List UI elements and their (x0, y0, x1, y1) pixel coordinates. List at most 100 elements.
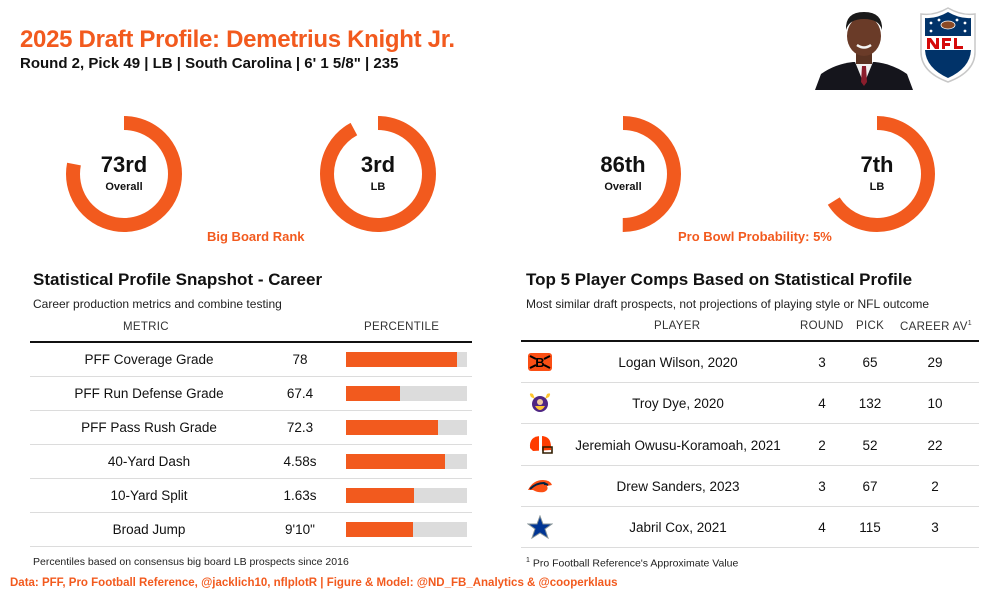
big-board-caption: Big Board Rank (207, 229, 305, 244)
metric-name: PFF Coverage Grade (84, 352, 214, 367)
player-name: Drew Sanders, 2023 (616, 478, 740, 494)
col-header-percentile: PERCENTILE (364, 321, 440, 333)
ring-label: LB (869, 181, 885, 193)
nfl-logo-icon (917, 6, 979, 84)
col-header-pick: PICK (856, 320, 885, 332)
percentile-bar (346, 488, 414, 503)
draft-round: 2 (818, 437, 826, 453)
broncos-logo-icon (527, 474, 553, 498)
metric-row: 40-Yard Dash 4.58s (30, 445, 472, 479)
percentile-bar (346, 386, 401, 401)
col-header-player: PLAYER (654, 320, 701, 332)
big-board-overall-ring: 73rd Overall (64, 114, 184, 234)
pro-bowl-overall-ring: 86th Overall (563, 114, 683, 234)
metric-row: PFF Coverage Grade 78 (30, 343, 472, 377)
draft-pick: 132 (858, 396, 882, 412)
percentile-bar-track (346, 352, 467, 367)
svg-text:B: B (535, 355, 544, 370)
player-name: Jabril Cox, 2021 (629, 520, 727, 536)
metric-name: 40-Yard Dash (107, 454, 191, 469)
vikings-logo-icon (527, 391, 553, 415)
player-headshot (815, 8, 913, 90)
career-av: 2 (931, 478, 939, 494)
comp-row: Jeremiah Owusu-Koramoah, 2021 2 52 22 (521, 425, 979, 466)
col-header-career-av: CAREER AV1 (900, 320, 972, 333)
metric-row: PFF Pass Rush Grade 72.3 (30, 411, 472, 445)
draft-round: 4 (818, 520, 826, 536)
ring-gauge (565, 116, 681, 232)
col-header-metric: METRIC (123, 321, 169, 333)
header-rule (30, 341, 472, 343)
big-board-position-ring: 3rd LB (318, 114, 438, 234)
ring-gauge (819, 116, 935, 232)
ring-value: 73rd (100, 152, 148, 177)
player-name: Jeremiah Owusu-Koramoah, 2021 (575, 437, 781, 453)
browns-logo-icon (527, 433, 553, 457)
ring-value: 3rd (360, 152, 396, 177)
draft-round: 4 (818, 396, 826, 412)
metric-value: 67.4 (286, 386, 314, 401)
ring-value: 7th (860, 152, 894, 177)
comps-panel-title: Top 5 Player Comps Based on Statistical … (526, 270, 913, 289)
comps-panel-footnote: 1 Pro Football Reference's Approximate V… (526, 557, 738, 570)
comps-panel-subtitle: Most similar draft prospects, not projec… (526, 297, 930, 311)
career-av: 10 (927, 396, 943, 412)
ring-gauge (320, 116, 436, 232)
pro-bowl-caption: Pro Bowl Probability: 5% (678, 229, 832, 244)
ring-label: Overall (105, 181, 143, 193)
ring-value: 86th (600, 152, 646, 177)
source-credit: Data: PFF, Pro Football Reference, @jack… (10, 577, 618, 589)
cowboys-logo-icon (526, 514, 554, 540)
percentile-bar (346, 454, 446, 469)
percentile-bar-track (346, 420, 467, 435)
draft-pick: 52 (862, 437, 878, 453)
col-header-career-av-label: CAREER AV (900, 320, 968, 333)
footnote-text: Pro Football Reference's Approximate Val… (532, 557, 739, 570)
page-title: 2025 Draft Profile: Demetrius Knight Jr. (20, 26, 455, 53)
metric-row: 10-Yard Split 1.63s (30, 479, 472, 513)
draft-pick: 115 (859, 520, 881, 536)
comp-row: B Logan Wilson, 2020 3 65 29 (521, 342, 979, 383)
metric-value: 1.63s (283, 488, 317, 503)
percentile-bar (346, 420, 438, 435)
draft-pick: 67 (862, 478, 878, 494)
page-subtitle: Round 2, Pick 49 | LB | South Carolina |… (20, 55, 399, 72)
draft-round: 3 (818, 478, 826, 494)
player-name: Troy Dye, 2020 (632, 396, 724, 412)
draft-pick: 65 (862, 355, 878, 370)
comp-row: Troy Dye, 2020 4 132 10 (521, 383, 979, 425)
metric-value: 72.3 (286, 420, 314, 435)
header-rule (521, 340, 979, 342)
percentile-bar-track (346, 522, 467, 537)
comp-row: Jabril Cox, 2021 4 115 3 (521, 507, 979, 549)
career-av: 3 (931, 520, 939, 536)
footnote-mark: 1 (526, 557, 530, 564)
stat-panel-footnote: Percentiles based on consensus big board… (33, 556, 349, 568)
percentile-bar (346, 352, 458, 367)
metric-name: PFF Pass Rush Grade (81, 420, 217, 435)
metric-name: 10-Yard Split (110, 488, 188, 503)
col-header-round: ROUND (800, 320, 844, 332)
stat-panel-title: Statistical Profile Snapshot - Career (33, 270, 323, 289)
player-name: Logan Wilson, 2020 (618, 355, 738, 370)
bengals-logo-icon: B (527, 350, 553, 374)
career-av-footnote-mark: 1 (967, 320, 972, 327)
percentile-bar-track (346, 454, 467, 469)
ring-label: Overall (604, 181, 642, 193)
draft-round: 3 (818, 355, 826, 370)
ring-label: LB (370, 181, 386, 193)
percentile-bar-track (346, 386, 467, 401)
comp-row: Drew Sanders, 2023 3 67 2 (521, 466, 979, 507)
pro-bowl-position-ring: 7th LB (817, 114, 937, 234)
metric-name: PFF Run Defense Grade (74, 386, 224, 401)
career-av: 29 (927, 355, 943, 370)
metric-value: 78 (292, 352, 308, 367)
percentile-bar-track (346, 488, 467, 503)
metric-name: Broad Jump (112, 522, 186, 537)
career-av: 22 (927, 437, 943, 453)
metric-value: 4.58s (283, 454, 317, 469)
metric-row: PFF Run Defense Grade 67.4 (30, 377, 472, 411)
metric-row: Broad Jump 9'10" (30, 513, 472, 547)
ring-gauge (66, 116, 182, 232)
stat-panel-subtitle: Career production metrics and combine te… (33, 297, 282, 311)
